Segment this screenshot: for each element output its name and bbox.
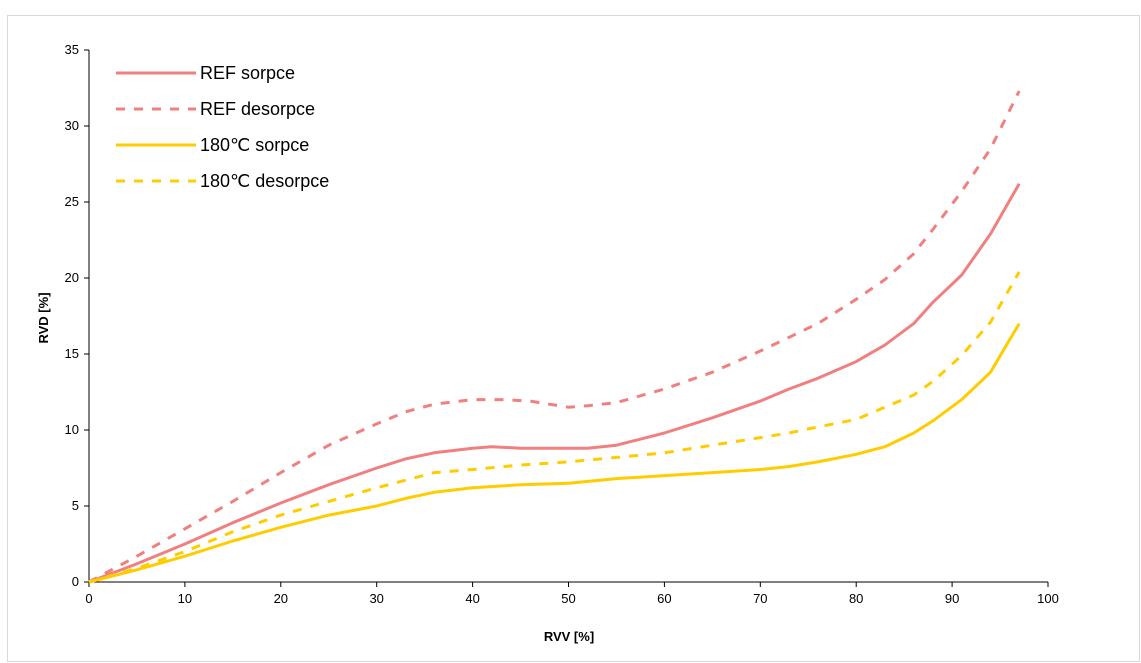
- x-tick-label: 50: [561, 591, 575, 606]
- y-tick-label: 10: [65, 422, 79, 437]
- x-tick-label: 100: [1037, 591, 1059, 606]
- series-line-3: [88, 322, 1021, 584]
- chart-frame: [7, 15, 1140, 662]
- x-tick-label: 30: [369, 591, 383, 606]
- x-tick-label: 40: [465, 591, 479, 606]
- y-axis-title: RVD [%]: [36, 292, 51, 343]
- legend-label-4: 180℃ desorpce: [200, 171, 329, 191]
- series-line-1: [88, 183, 1021, 584]
- axes: 0 5 10 15 20 25 30 35 0 10 20 30 40 50 60 70 80 90 100: [65, 42, 1059, 606]
- y-tick-label: 30: [65, 118, 79, 133]
- legend-label-1: REF sorpce: [200, 63, 295, 83]
- x-tick-label: 80: [849, 591, 863, 606]
- y-tick-label: 25: [65, 194, 79, 209]
- legend: REF sorpce REF desorpce 180℃ sorpce 180℃ de…: [116, 63, 329, 191]
- y-tick-label: 20: [65, 270, 79, 285]
- y-tick-label: 5: [72, 498, 79, 513]
- x-axis-title: RVV [%]: [544, 629, 594, 644]
- x-tick-label: 60: [657, 591, 671, 606]
- x-tick-label: 90: [945, 591, 959, 606]
- series-layer: [88, 90, 1021, 584]
- y-tick-label: 0: [72, 574, 79, 589]
- x-tick-label: 0: [85, 591, 92, 606]
- y-tick-label: 35: [65, 42, 79, 57]
- series-line-4: [88, 271, 1021, 584]
- x-tick-label: 70: [753, 591, 767, 606]
- x-tick-label: 20: [274, 591, 288, 606]
- x-tick-label: 10: [178, 591, 192, 606]
- y-tick-label: 15: [65, 346, 79, 361]
- legend-label-3: 180℃ sorpce: [200, 135, 309, 155]
- legend-label-2: REF desorpce: [200, 99, 315, 119]
- series-line-2: [88, 90, 1021, 584]
